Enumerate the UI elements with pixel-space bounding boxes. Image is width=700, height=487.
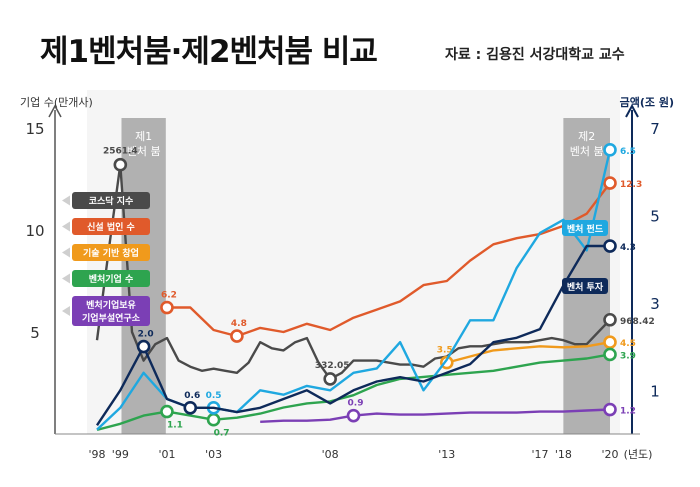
- x-tick-label: '17: [532, 448, 549, 461]
- data-label: 4.8: [231, 319, 247, 329]
- data-label: 968.42: [620, 317, 655, 327]
- series-line-5: [260, 408, 611, 423]
- data-point: [603, 239, 617, 253]
- data-label: 0.9: [348, 399, 364, 409]
- page-title: 제1벤처붐·제2벤처붐 비교: [40, 34, 378, 70]
- data-label: 3.9: [620, 351, 636, 361]
- x-tick-label: '01: [158, 448, 175, 461]
- x-tick-label: '99: [112, 448, 129, 461]
- shaded-period-label: 제1: [135, 130, 152, 143]
- data-point: [439, 355, 454, 370]
- data-point: [346, 408, 361, 423]
- data-label: 12.3: [620, 180, 642, 190]
- legend-label: 벤처기업 수: [89, 273, 134, 285]
- left-axis-label: 기업 수(만개사): [20, 96, 93, 109]
- legend-badge: [72, 192, 150, 209]
- shaded-period-label: 제2: [578, 130, 595, 143]
- legend-pointer: [62, 247, 70, 258]
- data-label: 4.3: [620, 243, 636, 253]
- data-label: 2.0: [138, 330, 154, 340]
- data-label: 332.05: [315, 361, 350, 371]
- data-label: 4.5: [620, 339, 636, 349]
- data-point: [160, 404, 174, 419]
- series-line-3: [446, 341, 611, 364]
- legend-label: 기술 기반 창업: [83, 247, 139, 259]
- legend-label: 벤처 펀드: [567, 223, 604, 235]
- data-point: [113, 157, 128, 172]
- right-tick-label: 1: [650, 382, 660, 400]
- data-label: 0.5: [206, 391, 222, 401]
- right-tick-label: 5: [650, 207, 660, 225]
- left-axis-arrow: [48, 104, 62, 118]
- x-tick-label: '98: [88, 448, 105, 461]
- data-label: 2561.4: [103, 147, 138, 157]
- data-label: 6.5: [620, 147, 636, 157]
- source-note: 자료 : 김용진 서강대학교 교수: [445, 47, 625, 63]
- x-tick-label: '03: [205, 448, 222, 461]
- legend-label: 코스닥 지수: [89, 195, 134, 207]
- legend-label: 벤처기업보유: [86, 299, 136, 311]
- data-point: [183, 400, 198, 415]
- legend-badge: [72, 270, 150, 287]
- right-axis-label: 금액(조 원): [620, 95, 674, 109]
- legend-label: 신설 법인 수: [87, 221, 135, 233]
- data-point: [206, 412, 221, 427]
- data-point: [603, 347, 617, 362]
- series-line-4: [96, 353, 611, 432]
- x-tick-label: '08: [322, 448, 339, 461]
- data-point: [603, 176, 617, 190]
- x-tick-label: '13: [438, 448, 455, 461]
- legend-label: 벤처 투자: [567, 281, 604, 293]
- series-line-7: [96, 244, 610, 426]
- legend-pointer: [62, 221, 70, 232]
- shaded-period-2: [563, 118, 610, 434]
- data-point: [603, 312, 617, 327]
- data-point: [160, 300, 174, 315]
- data-label: 6.2: [161, 291, 177, 301]
- data-point: [323, 372, 337, 386]
- left-tick-label: 15: [25, 120, 44, 138]
- left-tick-label: 5: [30, 324, 40, 342]
- x-tick-label: '20: [601, 448, 618, 461]
- data-point: [136, 339, 151, 354]
- shaded-period-label: 벤처 붐: [127, 145, 161, 158]
- legend-label: 기업부설연구소: [82, 312, 141, 324]
- x-tick-label: '18: [555, 448, 572, 461]
- legend-badge: [72, 296, 150, 326]
- data-point: [230, 329, 244, 343]
- shaded-period-label: 벤처 붐: [570, 145, 604, 158]
- left-tick-label: 10: [25, 222, 44, 240]
- series-line-1: [95, 163, 611, 381]
- data-label: 1.1: [167, 421, 183, 431]
- legend-pointer: [62, 306, 70, 316]
- x-axis-unit: (년도): [624, 448, 653, 461]
- data-point: [603, 143, 617, 157]
- plot-background: [87, 90, 620, 434]
- data-label: 0.7: [214, 429, 230, 439]
- legend-pointer: [62, 273, 70, 284]
- data-label: 0.6: [184, 391, 200, 401]
- right-tick-label: 7: [650, 120, 660, 138]
- data-point: [603, 402, 617, 417]
- legend-badge: [562, 278, 608, 294]
- legend-pointer: [62, 195, 70, 206]
- data-point: [603, 335, 617, 350]
- right-tick-label: 3: [650, 295, 660, 313]
- legend-badge: [72, 218, 150, 235]
- legend-badge: [562, 220, 608, 236]
- right-axis-arrow: [625, 103, 639, 118]
- data-label: 3.5: [437, 346, 453, 356]
- legend-badge: [72, 244, 150, 261]
- data-label: 1.2: [620, 407, 636, 417]
